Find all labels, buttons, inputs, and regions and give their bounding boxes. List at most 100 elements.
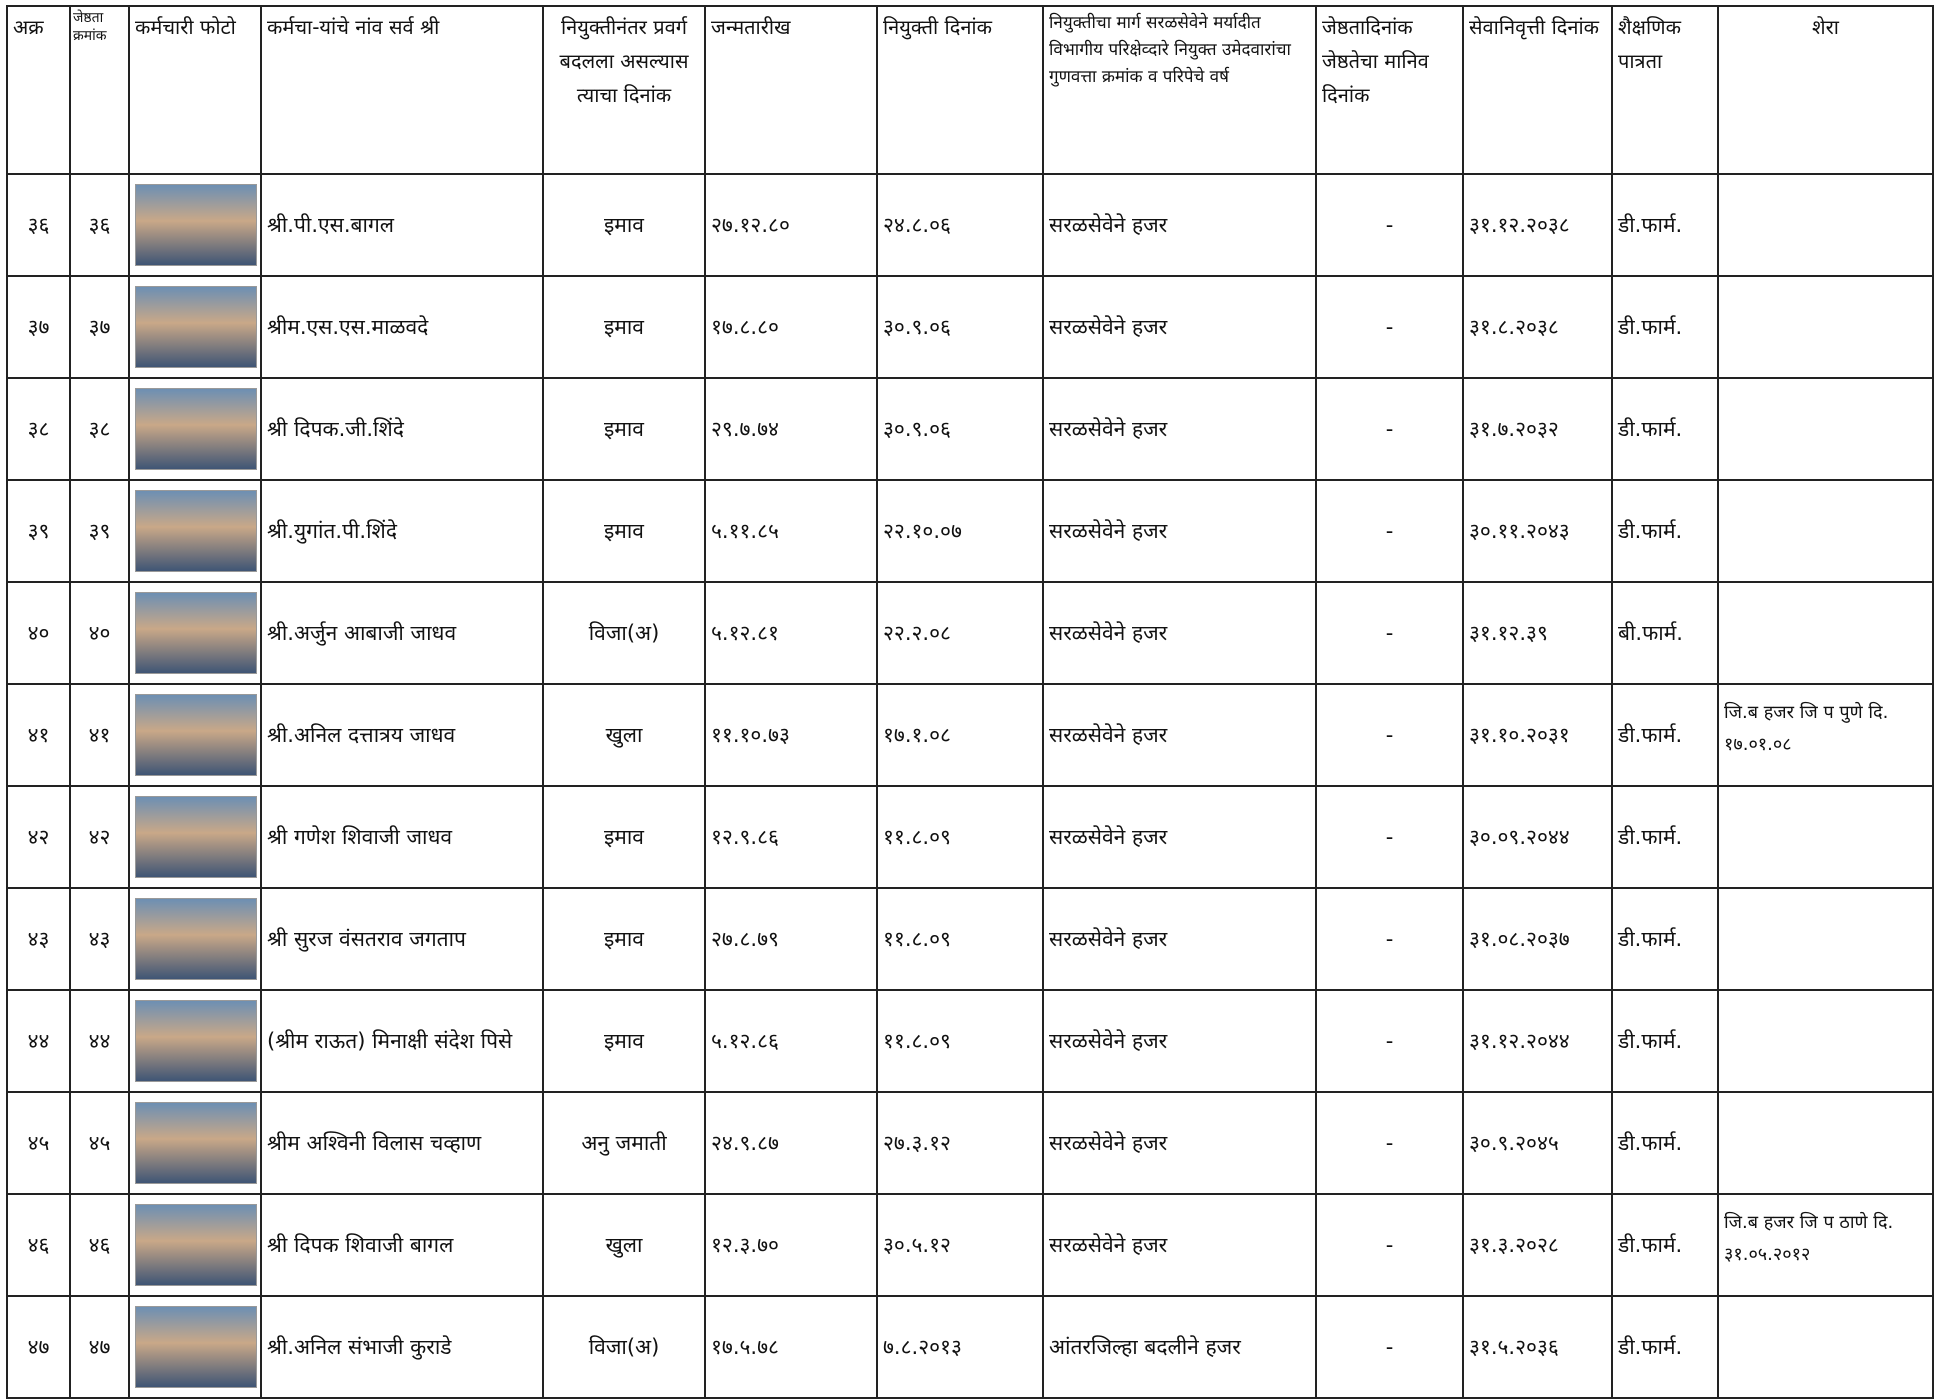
table-body: ३६ ३६ श्री.पी.एस.बागल इमाव २७.१२.८० २४.८.०६ सर… — [6, 173, 1934, 1399]
seniority-date-cell: - — [1315, 173, 1464, 277]
sr-cell: ४० — [6, 581, 71, 685]
seniority-cell: ४१ — [69, 683, 130, 787]
retirement-cell: ३१.३.२०२८ — [1462, 1193, 1613, 1297]
photo — [135, 490, 257, 572]
route-cell: सरळसेवेने हजर — [1042, 1091, 1317, 1195]
seniority-cell: ३८ — [69, 377, 130, 481]
qualification-cell: बी.फार्म. — [1611, 581, 1719, 685]
dob-cell: २७.८.७९ — [704, 887, 878, 991]
table-row: ४७ ४७ श्री.अनिल संभाजी कुराडे विजा(अ) १७.५.७… — [6, 1295, 1934, 1399]
staff-table: अक्र जेष्ठता क्रमांक कर्मचारी फोटो कर्मचा-य… — [6, 5, 1934, 1399]
photo-cell — [128, 377, 262, 481]
empty-cell — [1717, 989, 1934, 1093]
route-cell: आंतरजिल्हा बदलीने हजर — [1042, 1295, 1317, 1399]
qualification-cell: डी.फार्म. — [1611, 683, 1719, 787]
table-row: ४६ ४६ श्री दिपक शिवाजी बागल खुला १२.३.७० ३०.५… — [6, 1193, 1934, 1297]
table-row: ४३ ४३ श्री सुरज वंसतराव जगताप इमाव २७.८.७९ ११… — [6, 887, 1934, 991]
category-cell: खुला — [542, 1193, 706, 1297]
category-cell: खुला — [542, 683, 706, 787]
photo-cell — [128, 785, 262, 889]
table-row: ४१ ४१ श्री.अनिल दत्तात्रय जाधव खुला ११.१०.७३… — [6, 683, 1934, 787]
table-row: ३८ ३८ श्री दिपक.जी.शिंदे इमाव २९.७.७४ ३०.९.०६… — [6, 377, 1934, 481]
category-cell: इमाव — [542, 377, 706, 481]
header-cell: सेवानिवृत्ती दिनांक — [1462, 5, 1613, 175]
table-row: ३७ ३७ श्रीम.एस.एस.माळवदे इमाव १७.८.८० ३०.९.०६… — [6, 275, 1934, 379]
qualification-cell: डी.फार्म. — [1611, 785, 1719, 889]
table-row: ४० ४० श्री.अर्जुन आबाजी जाधव विजा(अ) ५.१२.८१… — [6, 581, 1934, 685]
seniority-date-cell: - — [1315, 581, 1464, 685]
qualification-cell: डी.फार्म. — [1611, 887, 1719, 991]
category-cell: अनु जमाती — [542, 1091, 706, 1195]
category-cell: इमाव — [542, 479, 706, 583]
retirement-cell: ३०.०९.२०४४ — [1462, 785, 1613, 889]
header-cell: कर्मचा-यांचे नांव सर्व श्री — [260, 5, 544, 175]
header-cell: जन्मतारीख — [704, 5, 878, 175]
route-cell: सरळसेवेने हजर — [1042, 989, 1317, 1093]
retirement-cell: ३१.८.२०३८ — [1462, 275, 1613, 379]
sr-cell: ४५ — [6, 1091, 71, 1195]
dob-cell: ५.१२.८६ — [704, 989, 878, 1093]
dob-cell: १२.३.७० — [704, 1193, 878, 1297]
header-row: अक्र जेष्ठता क्रमांक कर्मचारी फोटो कर्मचा-य… — [6, 5, 1934, 175]
table-row: ३९ ३९ श्री.युगांत.पी.शिंदे इमाव ५.११.८५ २२.१०… — [6, 479, 1934, 583]
photo-cell — [128, 683, 262, 787]
empty-cell — [1717, 887, 1934, 991]
route-cell: सरळसेवेने हजर — [1042, 173, 1317, 277]
dob-cell: ५.१२.८१ — [704, 581, 878, 685]
photo-cell — [128, 989, 262, 1093]
name-cell: श्रीम.एस.एस.माळवदे — [260, 275, 544, 379]
qualification-cell: डी.फार्म. — [1611, 1193, 1719, 1297]
remark-cell: जि.ब हजर जि प ठाणे दि. ३१.०५.२०१२ — [1717, 1193, 1934, 1297]
sr-cell: ४२ — [6, 785, 71, 889]
name-cell: श्री.अनिल दत्तात्रय जाधव — [260, 683, 544, 787]
photo-cell — [128, 275, 262, 379]
appointment-cell: ७.८.२०१३ — [876, 1295, 1044, 1399]
photo-cell — [128, 479, 262, 583]
seniority-cell: ३९ — [69, 479, 130, 583]
seniority-date-cell: - — [1315, 989, 1464, 1093]
seniority-date-cell: - — [1315, 1193, 1464, 1297]
photo — [135, 184, 257, 266]
dob-cell: १७.८.८० — [704, 275, 878, 379]
table-row: ४५ ४५ श्रीम अश्विनी विलास चव्हाण अनु जमाती २… — [6, 1091, 1934, 1195]
route-cell: सरळसेवेने हजर — [1042, 1193, 1317, 1297]
empty-cell — [1717, 275, 1934, 379]
seniority-date-cell: - — [1315, 1295, 1464, 1399]
seniority-cell: ३७ — [69, 275, 130, 379]
table-row: ४२ ४२ श्री गणेश शिवाजी जाधव इमाव १२.९.८६ ११.८… — [6, 785, 1934, 889]
route-cell: सरळसेवेने हजर — [1042, 275, 1317, 379]
empty-cell — [1717, 173, 1934, 277]
empty-cell — [1717, 1295, 1934, 1399]
qualification-cell: डी.फार्म. — [1611, 275, 1719, 379]
route-cell: सरळसेवेने हजर — [1042, 377, 1317, 481]
retirement-cell: ३१.७.२०३२ — [1462, 377, 1613, 481]
qualification-cell: डी.फार्म. — [1611, 1295, 1719, 1399]
category-cell: इमाव — [542, 989, 706, 1093]
appointment-cell: ११.८.०९ — [876, 887, 1044, 991]
sr-cell: ४७ — [6, 1295, 71, 1399]
name-cell: श्री.अर्जुन आबाजी जाधव — [260, 581, 544, 685]
seniority-cell: ४३ — [69, 887, 130, 991]
photo-cell — [128, 173, 262, 277]
appointment-cell: २७.३.१२ — [876, 1091, 1044, 1195]
header-cell: शैक्षणिक पात्रता — [1611, 5, 1719, 175]
appointment-cell: २४.८.०६ — [876, 173, 1044, 277]
retirement-cell: ३१.१०.२०३१ — [1462, 683, 1613, 787]
dob-cell: ११.१०.७३ — [704, 683, 878, 787]
sr-cell: ४६ — [6, 1193, 71, 1297]
dob-cell: १७.५.७८ — [704, 1295, 878, 1399]
photo — [135, 388, 257, 470]
sr-cell: ३९ — [6, 479, 71, 583]
appointment-cell: ११.८.०९ — [876, 989, 1044, 1093]
seniority-date-cell: - — [1315, 785, 1464, 889]
route-cell: सरळसेवेने हजर — [1042, 683, 1317, 787]
route-cell: सरळसेवेने हजर — [1042, 581, 1317, 685]
photo — [135, 796, 257, 878]
seniority-date-cell: - — [1315, 377, 1464, 481]
seniority-date-cell: - — [1315, 479, 1464, 583]
seniority-cell: ४० — [69, 581, 130, 685]
seniority-cell: ४५ — [69, 1091, 130, 1195]
photo — [135, 1204, 257, 1286]
route-cell: सरळसेवेने हजर — [1042, 479, 1317, 583]
seniority-cell: ४६ — [69, 1193, 130, 1297]
